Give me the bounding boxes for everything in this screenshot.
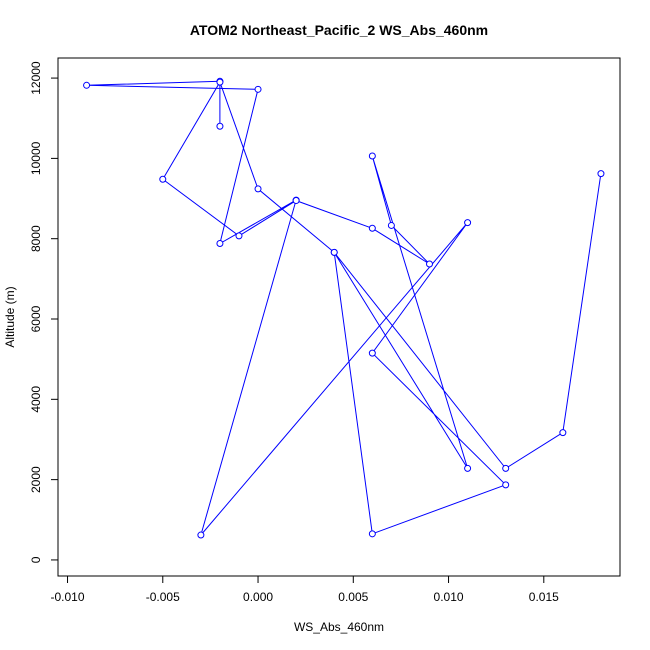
x-tick-label: 0.015 xyxy=(529,590,559,604)
data-point xyxy=(464,219,472,227)
chart-title: ATOM2 Northeast_Pacific_2 WS_Abs_460nm xyxy=(190,22,488,38)
plot-frame xyxy=(57,57,621,577)
data-point xyxy=(559,429,567,437)
y-tick-label: 0 xyxy=(29,556,43,563)
data-point xyxy=(368,349,376,357)
data-point xyxy=(216,240,224,248)
data-point xyxy=(254,185,262,193)
data-point xyxy=(254,85,262,93)
series-path xyxy=(86,80,602,536)
x-tick-label: -0.010 xyxy=(51,590,85,604)
data-point xyxy=(502,481,510,489)
data-point xyxy=(368,224,376,232)
data-point xyxy=(368,530,376,538)
y-axis-label: Altitude (m) xyxy=(3,286,17,347)
data-point xyxy=(597,170,605,178)
y-tick-label: 4000 xyxy=(29,386,43,413)
y-tick-label: 10000 xyxy=(29,141,43,175)
data-point xyxy=(216,78,224,86)
x-tick-label: 0.005 xyxy=(338,590,368,604)
y-tick-label: 6000 xyxy=(29,305,43,332)
x-tick-label: -0.005 xyxy=(146,590,180,604)
x-axis: -0.010 -0.005 0.000 0.005 0.010 0.015 xyxy=(51,575,559,604)
data-point xyxy=(235,232,243,240)
y-tick-label: 12000 xyxy=(29,61,43,95)
data-point xyxy=(159,175,167,183)
data-point xyxy=(292,197,300,205)
data-point xyxy=(197,531,205,539)
x-tick-label: 0.010 xyxy=(434,590,464,604)
series-line xyxy=(86,80,602,536)
data-point xyxy=(502,464,510,472)
y-tick-label: 2000 xyxy=(29,466,43,493)
data-point xyxy=(387,221,395,229)
data-point xyxy=(425,260,433,268)
x-tick-label: 0.000 xyxy=(243,590,273,604)
data-point xyxy=(464,464,472,472)
data-point xyxy=(330,248,338,256)
data-point xyxy=(83,81,91,89)
data-point xyxy=(368,152,376,160)
y-tick-label: 8000 xyxy=(29,225,43,252)
y-axis: 0 2000 4000 6000 8000 10000 12000 xyxy=(29,61,59,563)
series-points xyxy=(83,77,605,539)
x-axis-label: WS_Abs_460nm xyxy=(294,620,384,634)
data-point xyxy=(216,122,224,130)
